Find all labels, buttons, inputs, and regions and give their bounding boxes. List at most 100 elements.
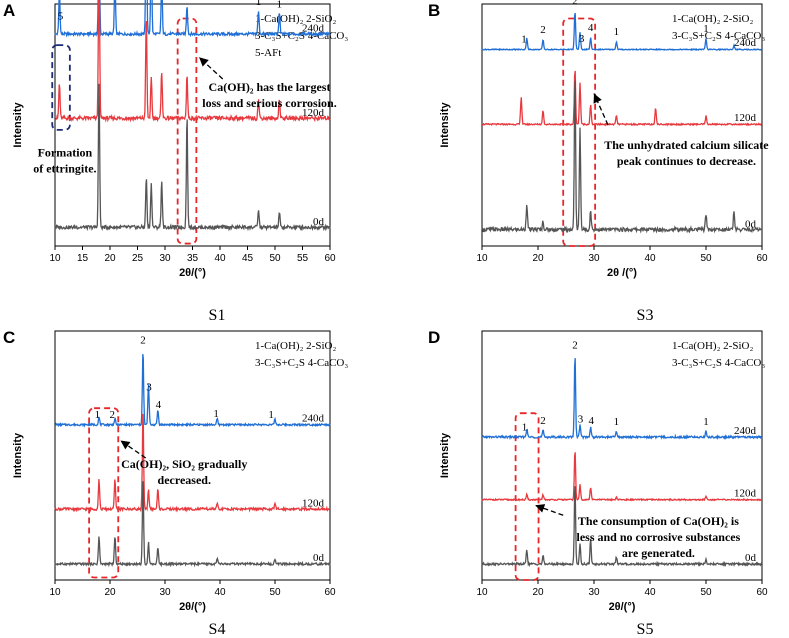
series-label: 120d [302,107,325,119]
legend-entry: 3-C₃S+C₂S 4-CaCO₃ [255,357,348,369]
series-240d [54,0,331,38]
x-tick-label: 30 [588,587,600,598]
x-tick-label: 40 [644,587,656,598]
x-tick-label: 45 [242,253,254,264]
peak-label: 1 [268,409,274,421]
annotation-text: of ettringite. [33,161,96,175]
series-240d [481,358,763,441]
series-240d [481,12,763,52]
peak-label: 2 [540,415,546,427]
arrow-head [593,93,602,104]
series-0d [54,481,331,568]
annotation-text: peak continues to decrease. [617,154,756,168]
x-axis-title: 2θ/(°) [179,267,206,279]
series-120d [54,413,331,513]
series-label: 240d [302,22,325,34]
y-axis-title: Intensity [12,102,24,148]
plot-frame [481,330,763,581]
panel-caption: S5 [637,621,654,638]
peak-label: 1 [213,408,219,420]
legend-entry: 1-Ca(OH)₂ 2-SiO₂ [255,13,336,25]
annotation-text: less and no corrosive substances [577,530,741,544]
series-240d [54,354,331,428]
x-tick-label: 60 [324,253,336,264]
plot-frame [481,3,763,247]
peak-label: 4 [588,415,594,427]
x-tick-label: 30 [159,253,171,264]
peak-label: 1 [277,0,283,10]
legend-entry: 1-Ca(OH)₂ 2-SiO₂ [672,340,753,352]
panel-letter: B [428,1,440,20]
x-tick-label: 50 [269,253,281,264]
y-axis-title: Intensity [12,432,24,478]
x-tick-label: 10 [49,587,61,598]
panel-D: D 10 20 30 40 50 60 2θ/(°) Intensity 1-Ca(OH)₂ 2-… [428,328,768,638]
series-0d [54,83,331,232]
peak-label: 1 [703,416,709,428]
series-120d [481,70,763,127]
series-label: 120d [734,112,757,124]
peak-label: 2 [109,409,115,421]
series-120d [481,452,763,502]
legend-entry: 3-C₃S+C₂S 4-CaCO₃ [672,357,765,369]
x-tick-label: 10 [476,253,488,264]
x-tick-label: 60 [756,253,768,264]
annotation-text: Ca(OH)₂ has the largest [209,80,331,94]
panel-C: C 10 20 30 40 50 60 2θ/(°) Intensity 1-Ca(OH)₂ 2-… [3,328,348,638]
x-tick-label: 20 [532,253,544,264]
x-axis-title: 2θ/(°) [179,601,206,613]
arrow-head [120,440,131,450]
peak-label: 2 [572,0,578,7]
peak-label: 1 [256,0,262,8]
arrow-head [199,57,209,67]
annotation-text: The consumption of Ca(OH)₂ is [578,514,739,528]
legend-entry: 3-C₃S+C₂S 4-CaCO₃ [672,30,765,42]
peak-label: 1 [703,23,709,35]
series-label: 0d [745,218,757,230]
x-tick-label: 55 [297,253,309,264]
peak-label: 3 [146,381,152,393]
series-label: 120d [302,497,325,509]
y-axis-title: Intensity [439,102,451,148]
highlight-box [514,412,540,581]
x-tick-label: 50 [700,253,712,264]
peak-label: 4 [588,22,594,34]
series-label: 240d [734,425,757,437]
panel-caption: S3 [637,307,654,324]
x-tick-label: 20 [104,253,116,264]
x-tick-label: 10 [476,587,488,598]
x-tick-label: 30 [588,253,600,264]
panel-caption: S4 [209,621,226,638]
panel-A: A10 15 20 25 30 35 40 45 50 55 602θ/(°)Intensity1-… [3,0,348,324]
panel-letter: C [3,328,15,347]
arrow-head [535,504,546,513]
peak-label: 1 [522,422,528,434]
panel-B: B 10 20 30 40 50 60 2θ /(°) Intensity 1-Ca(OH)₂ 2… [428,0,769,324]
peak-label: 1 [184,0,190,2]
annotation-text: The unhydrated calcium silicate [604,138,769,152]
peak-label: 2 [572,339,578,351]
peak-label: 4 [156,399,162,411]
x-axis-title: 2θ/(°) [609,601,636,613]
series-120d [54,0,331,123]
peak-label: 3 [579,33,585,45]
legend-entry: 5-AFt [255,47,281,59]
annotation-text: are generated. [622,546,695,560]
x-tick-label: 40 [644,253,656,264]
x-tick-label: 60 [324,587,336,598]
x-tick-label: 20 [104,587,116,598]
x-tick-label: 20 [532,587,544,598]
x-tick-label: 30 [159,587,171,598]
annotation-text: Ca(OH)₂, SiO₂ gradually [121,457,247,471]
x-tick-label: 35 [187,253,199,264]
peak-label: 1 [521,34,527,46]
x-tick-label: 40 [214,587,226,598]
series-0d [481,486,763,568]
x-axis-title: 2θ /(°) [607,267,637,279]
series-label: 0d [313,216,325,228]
highlight-box [88,407,120,579]
panel-caption: S1 [209,307,226,324]
peak-label: 1 [95,409,101,421]
highlight-box [51,44,71,131]
